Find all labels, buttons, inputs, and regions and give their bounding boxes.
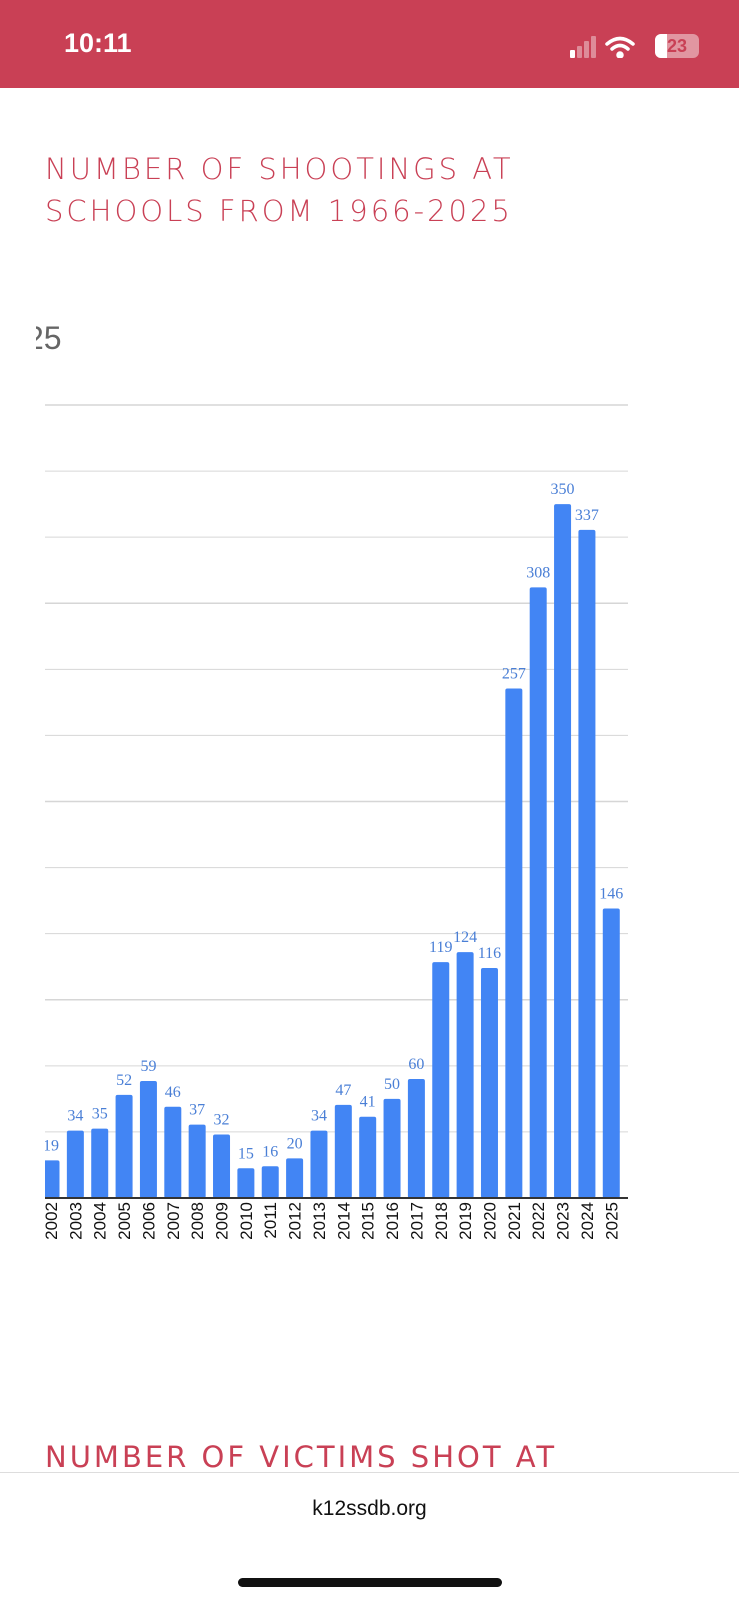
- bar-2006: [139, 1081, 157, 1198]
- data-label: 46: [165, 1084, 181, 1101]
- x-tick-label: 2018: [432, 1202, 451, 1240]
- x-tick-label: 2007: [164, 1202, 183, 1240]
- bar-2010: [237, 1168, 255, 1198]
- data-label: 47: [335, 1082, 351, 1099]
- section-title: NUMBER OF SHOOTINGS AT SCHOOLS FROM 1966…: [45, 152, 514, 228]
- signal-wifi-icons: [570, 36, 635, 58]
- bars: 19 2002 34 2003 35 2004 52 2005 59 2006 46 2007 37 20…: [42, 481, 623, 1240]
- bar-2002: [45, 1160, 60, 1198]
- bar-2007: [164, 1106, 182, 1198]
- data-label: 37: [189, 1102, 205, 1119]
- home-indicator[interactable]: [238, 1578, 502, 1587]
- bar-2003: [66, 1130, 84, 1198]
- data-label: 32: [214, 1112, 230, 1129]
- url-bar[interactable]: k12ssdb.org: [312, 1497, 427, 1520]
- x-tick-label: 2014: [334, 1202, 353, 1240]
- data-label: 60: [408, 1056, 424, 1073]
- data-label: 41: [360, 1094, 376, 1111]
- x-tick-label: 2002: [42, 1202, 61, 1240]
- bar-2009: [213, 1134, 231, 1198]
- bar-2015: [359, 1116, 377, 1198]
- x-tick-label: 2004: [91, 1202, 110, 1240]
- x-tick-label: 2012: [286, 1202, 305, 1240]
- x-tick-label: 2009: [213, 1202, 232, 1240]
- data-label: 19: [43, 1137, 59, 1154]
- bar-chart: 19 2002 34 2003 35 2004 52 2005 59 2006 46 2007 37 20…: [42, 404, 628, 1240]
- data-label: 59: [140, 1058, 156, 1075]
- data-label: 35: [92, 1106, 108, 1123]
- bar-2013: [310, 1130, 328, 1198]
- x-tick-label: 2020: [480, 1202, 499, 1240]
- bar-2018: [432, 962, 450, 1198]
- bar-2004: [91, 1128, 109, 1198]
- status-time: 10:11: [64, 28, 132, 58]
- x-tick-label: 2022: [529, 1202, 548, 1240]
- data-label: 337: [575, 507, 599, 524]
- x-tick-label: 2005: [115, 1202, 134, 1240]
- bar-2025: [602, 908, 620, 1198]
- x-tick-label: 2015: [359, 1202, 378, 1240]
- bar-2022: [529, 587, 547, 1198]
- bar-2011: [261, 1166, 279, 1198]
- bar-2012: [286, 1158, 304, 1198]
- bar-2021: [505, 688, 523, 1198]
- data-label: 124: [453, 929, 477, 946]
- x-tick-label: 2021: [505, 1202, 524, 1240]
- data-label: 34: [67, 1108, 83, 1125]
- x-tick-label: 2006: [139, 1202, 158, 1240]
- data-label: 52: [116, 1072, 132, 1089]
- x-tick-label: 2017: [407, 1202, 426, 1240]
- x-tick-label: 2024: [578, 1202, 597, 1240]
- bar-2008: [188, 1124, 206, 1198]
- data-label: 146: [599, 886, 623, 903]
- signal-icon: [570, 36, 596, 58]
- x-tick-label: 2010: [237, 1202, 256, 1240]
- data-label: 16: [262, 1143, 278, 1160]
- bar-2020: [480, 968, 498, 1198]
- data-label: 50: [384, 1076, 400, 1093]
- bar-2005: [115, 1094, 133, 1198]
- data-label: 15: [238, 1145, 254, 1162]
- status-bar: 10:11 23: [0, 0, 739, 88]
- data-label: 257: [502, 665, 526, 682]
- bar-2017: [407, 1079, 425, 1198]
- data-label: 116: [478, 945, 501, 962]
- data-label: 350: [551, 481, 575, 498]
- bar-2024: [578, 529, 596, 1198]
- bar-2016: [383, 1098, 401, 1198]
- battery-icon: 23: [655, 34, 699, 58]
- x-tick-label: 2019: [456, 1202, 475, 1240]
- x-tick-label: 2011: [261, 1202, 280, 1239]
- x-tick-label: 2003: [66, 1202, 85, 1240]
- bar-2019: [456, 952, 474, 1198]
- x-tick-label: 2025: [602, 1202, 621, 1240]
- bar-2014: [334, 1104, 352, 1198]
- gridlines: [45, 404, 628, 1133]
- x-tick-label: 2023: [554, 1202, 573, 1240]
- data-label: 34: [311, 1108, 327, 1125]
- data-label: 119: [429, 939, 452, 956]
- battery-level: 23: [666, 36, 688, 56]
- bar-2023: [554, 504, 572, 1198]
- x-tick-label: 2013: [310, 1202, 329, 1240]
- x-tick-label: 2008: [188, 1202, 207, 1240]
- data-label: 20: [287, 1135, 303, 1152]
- data-label: 308: [526, 564, 550, 581]
- x-tick-label: 2016: [383, 1202, 402, 1240]
- chart-title-fragment: 25: [36, 320, 62, 356]
- wifi-icon: [605, 36, 635, 58]
- next-section-title: NUMBER OF VICTIMS SHOT AT: [45, 1440, 558, 1474]
